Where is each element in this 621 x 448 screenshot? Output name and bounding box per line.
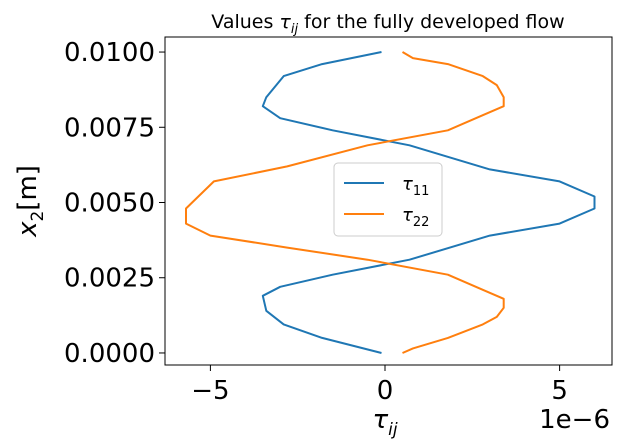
y-tick-label: 0.0075 [64, 113, 155, 143]
series-layer [185, 51, 596, 354]
x-tick-label: −5 [191, 376, 229, 406]
legend: τ11 τ22 [333, 162, 443, 237]
series-line-tau22 [185, 51, 505, 354]
ticks-layer: −5 0 5 0.0000 0.0025 0.0050 0.0075 0.0100 [64, 38, 568, 406]
x-tick-label: 0 [377, 376, 394, 406]
chart-title: Values τij for the fully developed flow [211, 11, 564, 37]
x-tick-label: 5 [551, 376, 568, 406]
y-tick-label: 0.0050 [64, 189, 155, 219]
x-offset-label: 1e−6 [539, 405, 610, 435]
series-line-tau11 [261, 51, 596, 354]
legend-label-tau11: τ11 [402, 174, 429, 199]
y-tick-label: 0.0000 [64, 339, 155, 369]
svg-text:x2[m]: x2[m] [13, 165, 48, 238]
legend-label-tau22: τ22 [402, 205, 429, 230]
legend-box [333, 162, 443, 237]
x-axis-label: τij [372, 405, 397, 440]
plot-area-frame [164, 36, 613, 366]
y-tick-label: 0.0100 [64, 38, 155, 68]
y-axis-label: x2[m] [13, 165, 48, 238]
y-tick-label: 0.0025 [64, 264, 155, 294]
